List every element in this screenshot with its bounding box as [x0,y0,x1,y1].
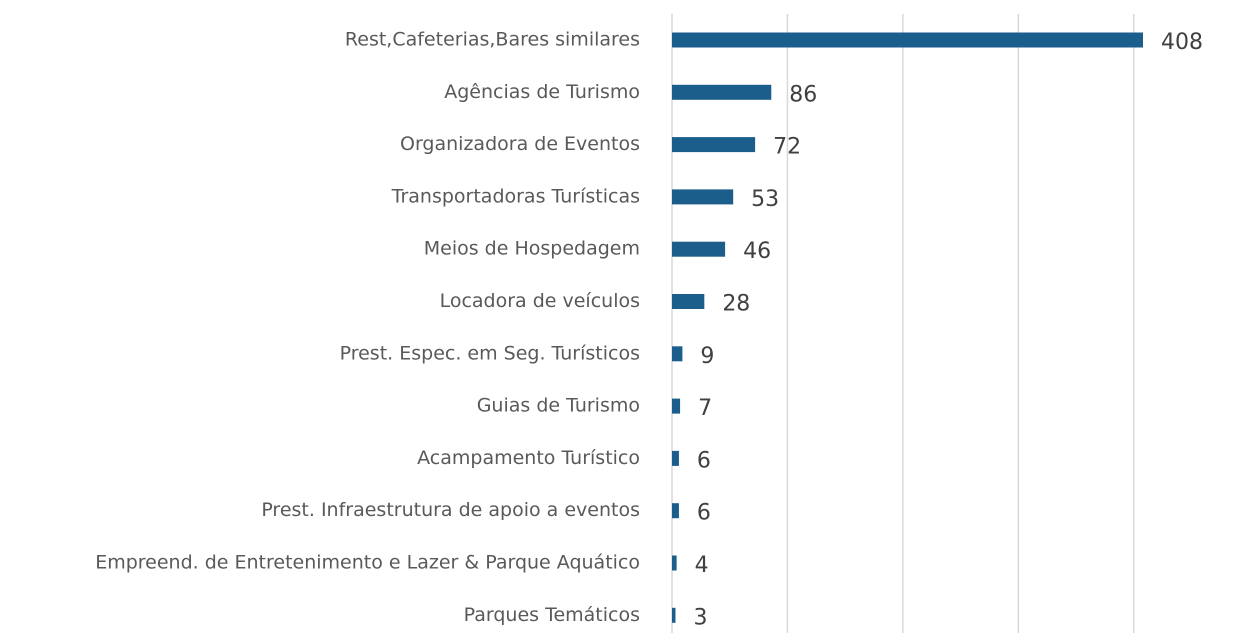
value-label: 28 [722,292,750,317]
value-label: 9 [700,344,714,369]
value-label: 86 [789,82,817,107]
bar [672,555,677,571]
bar [672,346,683,362]
category-label: Acampamento Turístico [417,447,640,469]
value-label: 6 [697,501,711,526]
value-label: 408 [1161,30,1203,55]
bar [672,607,676,623]
value-label: 6 [697,448,711,473]
bar [672,450,679,466]
value-label: 4 [695,553,709,578]
category-label: Empreend. de Entretenimento e Lazer & Pa… [95,552,640,574]
category-label: Guias de Turismo [477,395,640,417]
bar [672,241,726,257]
category-label: Locadora de veículos [440,290,640,312]
category-label: Rest,Cafeterias,Bares similares [345,29,640,51]
value-label: 72 [773,135,801,160]
value-label: 7 [698,396,712,421]
category-label: Prest. Infraestrutura de apoio a eventos [261,499,640,521]
category-label: Organizadora de Eventos [400,133,640,155]
category-label: Transportadoras Turísticas [391,185,640,207]
category-label: Meios de Hospedagem [424,238,640,260]
value-label: 3 [693,605,707,630]
category-label: Prest. Espec. em Seg. Turísticos [340,342,640,364]
bar [672,84,772,100]
category-label: Parques Temáticos [464,604,640,626]
bar [672,294,705,309]
bar [672,32,1143,48]
bar [672,189,734,205]
bar [672,503,679,519]
bar [672,398,681,414]
value-label: 46 [743,239,771,264]
value-label: 53 [751,187,779,212]
category-label: Agências de Turismo [444,81,640,103]
bar [672,137,756,153]
